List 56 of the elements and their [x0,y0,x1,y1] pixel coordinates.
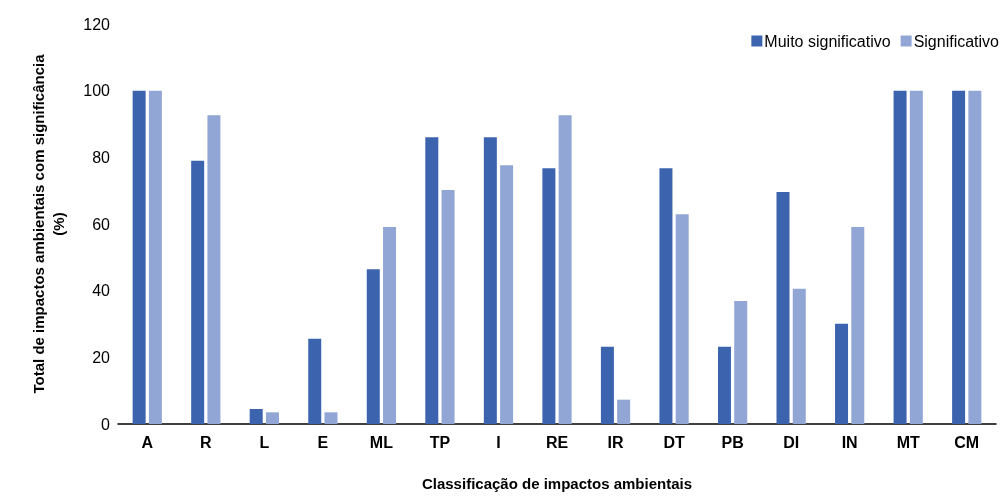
bar [734,301,748,424]
y-tick-label: 0 [101,415,111,433]
bar [207,115,221,424]
bar [483,137,497,424]
y-tick-label: 20 [92,348,111,366]
x-tick-label: CM [954,433,980,451]
y-tick-label: 120 [83,15,111,33]
bar [148,90,162,424]
bar [659,168,673,424]
legend-label: Muito significativo [764,32,891,50]
bar [366,269,380,424]
x-tick-label: IR [607,433,624,451]
x-tick-label: R [200,433,213,451]
y-axis-title: Total de impactos ambientais com significância (%) [29,53,67,394]
bar [952,90,966,424]
x-tick-label: IN [841,433,858,451]
x-tick-label: PB [721,433,744,451]
x-tick-label: DI [783,433,800,451]
x-tick-label: ML [369,433,394,451]
bar [792,288,806,424]
x-axis-title: Classificação de impactos ambientais [421,475,693,492]
bar [308,338,322,424]
y-tick-label: 60 [92,215,111,233]
bar [425,137,439,424]
bar [968,90,982,424]
x-tick-label: MT [896,433,920,451]
y-tick-label: 40 [92,282,111,300]
bar [383,227,397,424]
bar [558,115,572,424]
y-tick-label: 80 [92,148,111,166]
bar [893,90,907,424]
bar [441,190,455,424]
bar [600,346,614,424]
bar [191,160,205,424]
bar [675,214,689,424]
bar [542,168,556,424]
bar [265,412,279,424]
x-tick-label: E [317,433,329,451]
bar [776,192,790,424]
y-tick-label: 100 [83,82,111,100]
x-tick-label: I [496,433,501,451]
bar [717,346,731,424]
legend-label: Significativo [913,32,1000,50]
bar [617,399,631,424]
x-tick-label: TP [429,433,451,451]
bar [909,90,923,424]
bar [835,323,849,424]
bar [851,227,865,424]
x-tick-label: RE [545,433,569,451]
bar [500,165,514,424]
bar [324,412,338,424]
x-tick-label: L [259,433,270,451]
bar [132,90,146,424]
x-tick-label: A [141,433,154,451]
bar [249,409,263,424]
x-tick-label: DT [663,433,685,451]
